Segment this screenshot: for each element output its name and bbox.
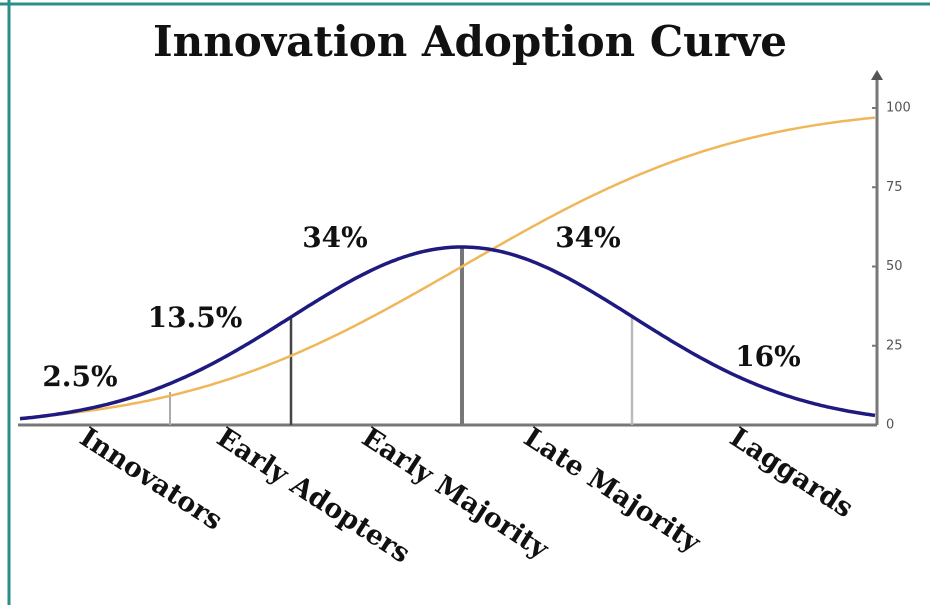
chart-title: Innovation Adoption Curve (153, 17, 787, 66)
value-label: 34% (555, 221, 621, 254)
bell-curve (19, 245, 876, 421)
y2-tick-label: 0 (886, 418, 894, 433)
y2-tick-label: 50 (886, 259, 903, 274)
value-label: 2.5% (42, 360, 117, 393)
value-label: 16% (735, 340, 801, 373)
y2-tick-label: 100 (886, 101, 911, 116)
y2-tick-label: 75 (886, 180, 903, 195)
y2-tick-label: 25 (886, 338, 903, 353)
value-label: 34% (302, 221, 368, 254)
cumulative-curve (19, 116, 876, 420)
value-label: 13.5% (148, 301, 243, 334)
axis-arrow (871, 70, 883, 80)
